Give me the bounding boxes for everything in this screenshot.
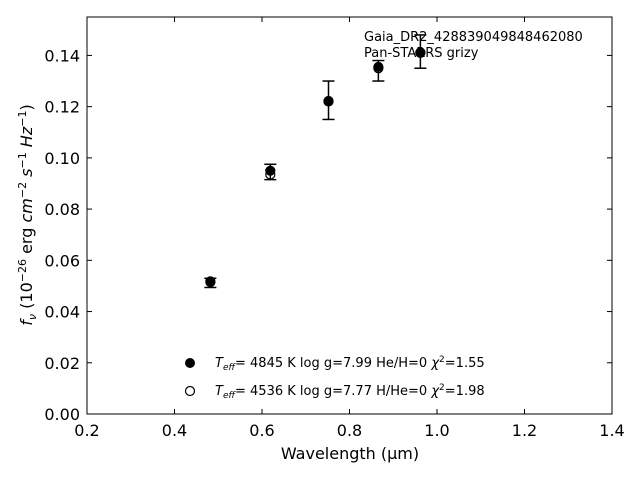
- y-tick-label: 0.02: [44, 354, 80, 373]
- data-points: [205, 47, 426, 288]
- model-point-open: [265, 169, 276, 180]
- model-point-open: [205, 276, 216, 288]
- model-point-open: [415, 47, 426, 58]
- y-tick-label: 0.06: [44, 251, 80, 270]
- x-axis-ticks: 0.2 0.4 0.6 0.8 1.0 1.2 1.4: [74, 17, 625, 440]
- model-point-open: [373, 63, 384, 74]
- y-axis-label: fν (10−26 erg cm−2 s−1 Hz−1): [16, 104, 39, 325]
- y-tick-label: 0.12: [44, 98, 80, 117]
- legend: Teff= 4845 K log g=7.99 He/H=0 χ2=1.55 T…: [184, 355, 485, 401]
- x-tick-label: 1.0: [424, 421, 449, 440]
- y-tick-label: 0.10: [44, 149, 80, 168]
- x-tick-label: 0.2: [74, 421, 99, 440]
- y-tick-label: 0.00: [44, 405, 80, 424]
- x-tick-label: 1.4: [599, 421, 624, 440]
- annotation-line-2: Pan-STARRS grizy: [364, 46, 479, 61]
- annotation-line-1: Gaia_DR2_428839049848462080: [364, 30, 583, 45]
- legend-entry-1: Teff= 4845 K log g=7.99 He/H=0 χ2=1.55: [215, 355, 485, 373]
- error-bars: [204, 34, 427, 289]
- y-axis-ticks: 0.00 0.02 0.04 0.06 0.08 0.10 0.12 0.14: [44, 46, 612, 424]
- y-tick-label: 0.14: [44, 46, 80, 65]
- legend-marker-filled: [185, 358, 195, 368]
- legend-entry-2: Teff= 4536 K log g=7.77 H/He=0 χ2=1.98: [215, 383, 485, 401]
- x-axis-label: Wavelength (μm): [281, 444, 419, 463]
- x-tick-label: 0.8: [337, 421, 362, 440]
- y-tick-label: 0.08: [44, 200, 80, 219]
- x-tick-label: 0.4: [162, 421, 187, 440]
- y-tick-label: 0.04: [44, 303, 80, 322]
- x-tick-label: 0.6: [249, 421, 274, 440]
- x-tick-label: 1.2: [512, 421, 537, 440]
- legend-marker-open: [184, 385, 196, 397]
- model-point-filled: [265, 165, 276, 176]
- model-point-open: [323, 95, 334, 107]
- plot-frame: [86, 16, 613, 415]
